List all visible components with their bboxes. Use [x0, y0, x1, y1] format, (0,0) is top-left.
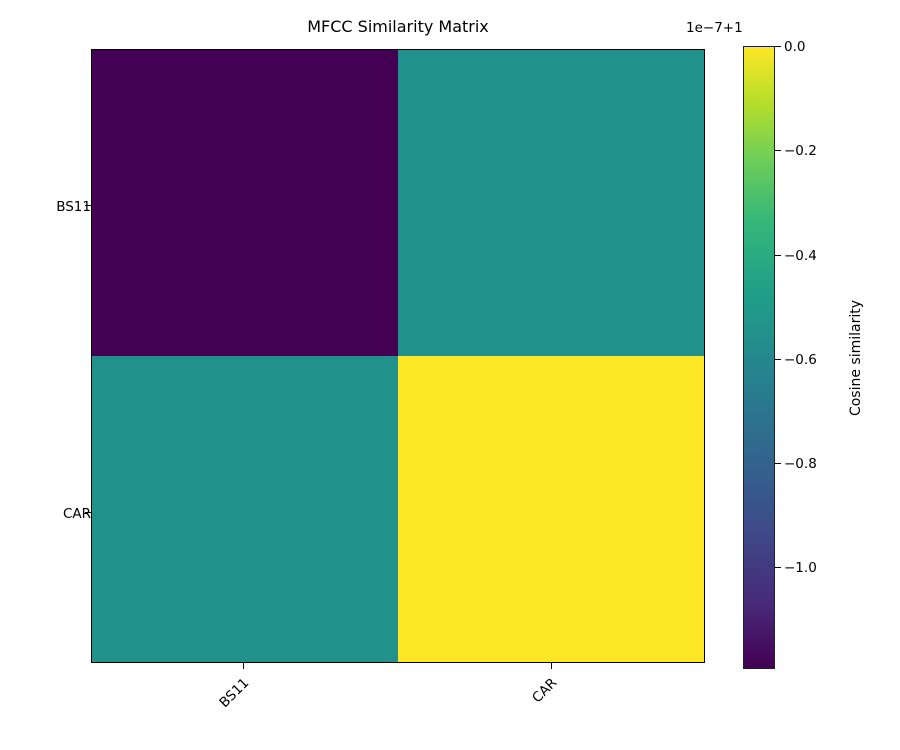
colorbar-tick-label: −0.2 [784, 143, 817, 159]
colorbar-tick-mark [775, 150, 781, 152]
colorbar-tick-label: −0.4 [784, 248, 817, 264]
colorbar-label: Cosine similarity [848, 299, 864, 417]
chart-title: MFCC Similarity Matrix [307, 17, 489, 36]
cell-car-bs11 [92, 356, 398, 662]
colorbar-tick-label: −1.0 [784, 560, 817, 576]
colorbar-offset-text: 1e−7+1 [686, 20, 743, 36]
x-tick-mark [551, 663, 553, 669]
cell-bs11-bs11 [92, 50, 398, 356]
colorbar-tick-mark [775, 46, 781, 48]
colorbar-tick-mark [775, 255, 781, 257]
x-tick-label: BS11 [216, 675, 253, 711]
cell-car-car [398, 356, 704, 662]
colorbar-tick-label: −0.6 [784, 352, 817, 368]
colorbar-tick-mark [775, 567, 781, 569]
colorbar-tick-label: −0.8 [784, 456, 817, 472]
y-tick-mark [85, 205, 91, 207]
colorbar-tick-mark [775, 359, 781, 361]
y-tick-label: CAR [62, 506, 91, 522]
y-tick-mark [85, 512, 91, 514]
x-tick-mark [243, 663, 245, 669]
y-tick-label: BS11 [56, 199, 91, 215]
heatmap-plot-area [91, 49, 705, 663]
x-tick-label: CAR [529, 675, 561, 707]
cell-bs11-car [398, 50, 704, 356]
colorbar-tick-label: 0.0 [784, 39, 806, 55]
colorbar [743, 46, 775, 669]
colorbar-tick-mark [775, 463, 781, 465]
